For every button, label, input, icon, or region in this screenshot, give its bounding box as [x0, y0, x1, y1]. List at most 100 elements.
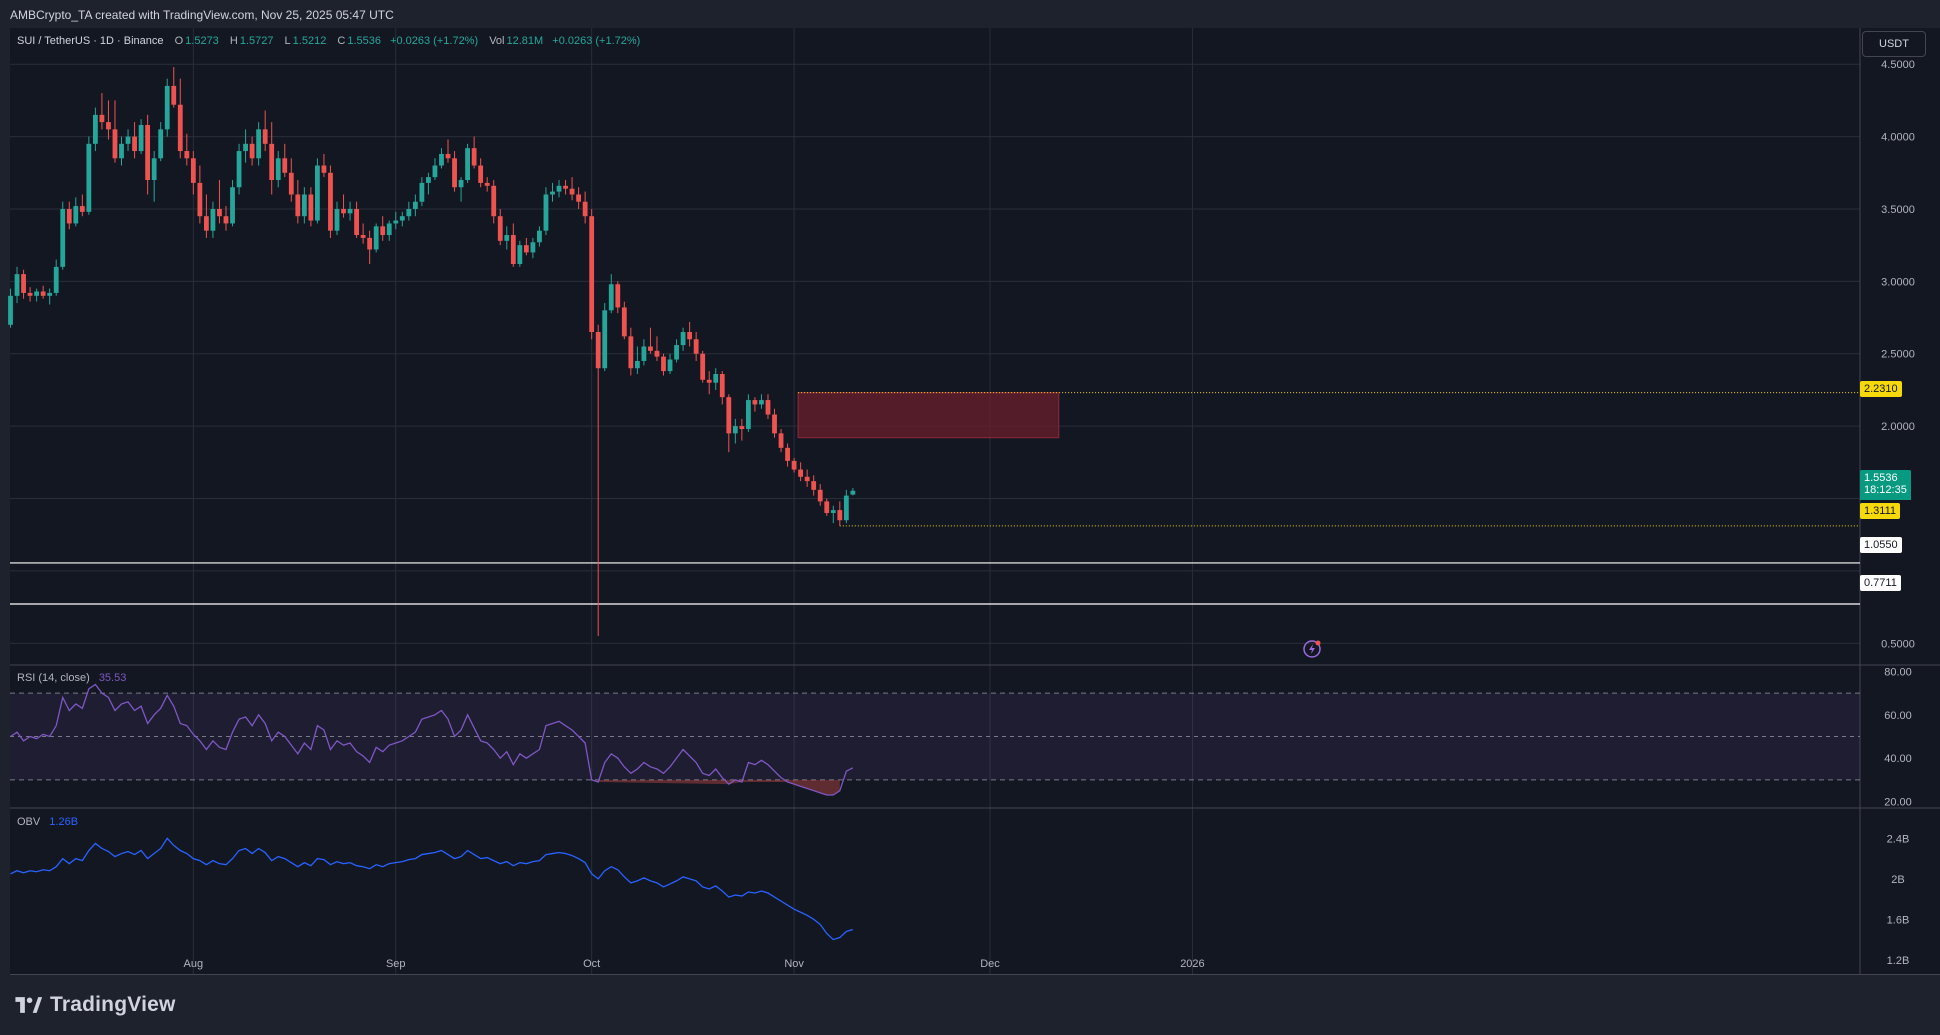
candle-body[interactable] [778, 433, 784, 448]
chart-canvas[interactable]: Aug Sep Oct Nov Dec 2026 4.5000 4.0000 3.5000 3.0… [0, 0, 1940, 975]
candle-body[interactable] [386, 223, 392, 236]
candle-body[interactable] [125, 136, 131, 144]
candle-body[interactable] [367, 237, 373, 250]
candle-body[interactable] [360, 235, 366, 238]
candle-body[interactable] [236, 151, 242, 188]
candle-body[interactable] [184, 151, 190, 159]
candle-body[interactable] [687, 332, 693, 340]
candle-body[interactable] [210, 208, 216, 231]
candle-body[interactable] [230, 187, 235, 224]
candle-body[interactable] [190, 158, 196, 183]
candle-body[interactable] [634, 360, 640, 369]
candle-body[interactable] [589, 216, 595, 333]
candle-body[interactable] [824, 501, 830, 513]
candle-body[interactable] [765, 400, 771, 415]
candle-body[interactable] [537, 230, 542, 243]
candle-body[interactable] [406, 208, 412, 217]
candle-body[interactable] [791, 460, 797, 470]
candle-body[interactable] [582, 201, 588, 217]
candle-body[interactable] [66, 208, 72, 224]
candle-body[interactable] [484, 182, 490, 186]
candle-body[interactable] [106, 122, 111, 130]
candle-body[interactable] [732, 426, 738, 434]
candle-body[interactable] [850, 490, 856, 495]
candle-body[interactable] [465, 148, 470, 181]
candle-body[interactable] [164, 85, 170, 130]
candle-body[interactable] [47, 292, 53, 296]
candle-body[interactable] [73, 206, 79, 224]
candle-body[interactable] [719, 374, 725, 398]
candle-body[interactable] [798, 469, 804, 477]
candle-body[interactable] [223, 216, 229, 224]
candle-body[interactable] [426, 177, 431, 183]
candle-body[interactable] [249, 143, 255, 159]
candle-body[interactable] [530, 242, 536, 253]
candle-body[interactable] [27, 292, 33, 296]
candle-body[interactable] [321, 165, 327, 173]
candle-body[interactable] [693, 339, 699, 354]
candle-body[interactable] [21, 274, 26, 293]
candle-body[interactable] [517, 245, 523, 264]
lightning-icon[interactable] [1303, 640, 1321, 658]
candle-body[interactable] [745, 400, 751, 430]
supply-zone[interactable] [797, 392, 1060, 439]
candle-body[interactable] [354, 208, 359, 236]
candle-body[interactable] [817, 489, 823, 502]
candle-body[interactable] [556, 185, 562, 192]
candle-body[interactable] [282, 158, 288, 173]
candle-body[interactable] [380, 226, 386, 236]
candle-body[interactable] [373, 226, 379, 250]
candle-body[interactable] [158, 129, 164, 159]
candle-body[interactable] [34, 291, 40, 296]
candle-body[interactable] [419, 182, 425, 202]
candle-body[interactable] [843, 495, 849, 521]
candle-body[interactable] [471, 148, 477, 166]
candle-body[interactable] [608, 284, 614, 311]
candle-body[interactable] [523, 245, 529, 253]
symbol-label[interactable]: SUI / TetherUS · 1D · Binance [17, 35, 164, 47]
candle-body[interactable] [334, 208, 340, 231]
candle-body[interactable] [112, 129, 118, 159]
candle-body[interactable] [752, 400, 758, 405]
tradingview-logo[interactable]: TradingView [12, 993, 176, 1017]
candle-body[interactable] [288, 172, 294, 195]
obv-legend[interactable]: OBV 1.26B [17, 816, 80, 828]
candle-body[interactable] [713, 374, 719, 383]
candle-body[interactable] [602, 310, 608, 369]
candle-body[interactable] [648, 346, 653, 351]
candle-body[interactable] [243, 143, 248, 152]
candle-body[interactable] [86, 143, 92, 212]
candle-body[interactable] [256, 129, 262, 159]
candle-body[interactable] [621, 307, 627, 337]
candle-body[interactable] [60, 208, 66, 267]
candle-body[interactable] [674, 345, 679, 360]
candle-body[interactable] [177, 104, 183, 152]
candle-body[interactable] [628, 336, 634, 369]
candle-body[interactable] [301, 194, 307, 217]
candle-body[interactable] [341, 208, 346, 214]
candle-body[interactable] [700, 353, 706, 380]
candle-body[interactable] [217, 208, 222, 217]
candle-body[interactable] [269, 143, 275, 181]
candle-body[interactable] [275, 158, 281, 181]
candle-body[interactable] [543, 194, 549, 231]
obv-line[interactable] [10, 837, 854, 941]
candle-body[interactable] [308, 194, 314, 221]
candle-body[interactable] [119, 143, 124, 159]
candle-body[interactable] [295, 194, 301, 217]
candle-body[interactable] [393, 220, 399, 224]
candle-body[interactable] [491, 185, 497, 217]
currency-button[interactable]: USDT [1862, 31, 1926, 57]
candle-body[interactable] [132, 136, 137, 152]
candle-body[interactable] [315, 165, 320, 221]
candle-body[interactable] [772, 414, 777, 434]
candle-body[interactable] [151, 158, 157, 181]
candle-body[interactable] [785, 447, 790, 461]
candle-body[interactable] [804, 476, 810, 482]
candle-body[interactable] [328, 172, 333, 231]
candle-body[interactable] [53, 266, 59, 293]
candle-body[interactable] [837, 510, 843, 521]
rsi-line[interactable] [10, 683, 854, 796]
candle-body[interactable] [204, 216, 209, 231]
candle-body[interactable] [439, 153, 444, 166]
